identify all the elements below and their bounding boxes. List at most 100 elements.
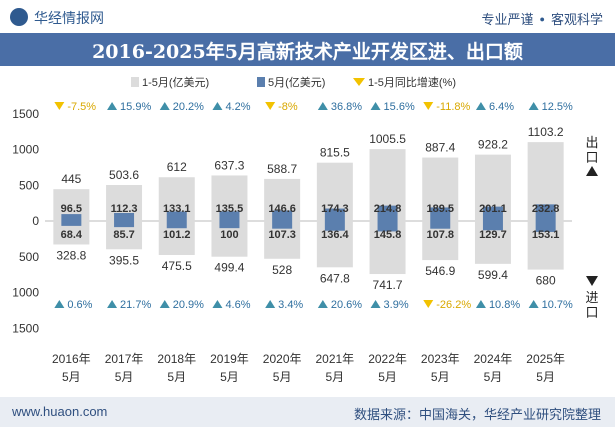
chart: 1-5月(亿美元) 5月(亿美元) 1-5月同比增速(%) 1500 1000 500 0 5… [12,75,598,384]
growth-down-icon [54,102,65,110]
x-tick-label-month: 5月 [167,370,186,384]
import-month-bar [166,221,187,229]
x-tick-label-year: 2021年 [315,352,354,366]
export-month-bar [61,214,82,221]
import-cum-label: 395.5 [109,253,139,267]
y-tick-label: 500 [19,178,39,192]
export-month-bar [377,205,398,221]
export-month-bar [272,210,293,221]
import-month-label: 100 [220,229,238,241]
slogan-left: 专业严谨 [481,12,534,27]
growth-up-icon [107,300,118,308]
growth-up-icon [212,102,223,110]
chart-title: 2016-2025年5月高新技术产业开发区进、出口额 [92,41,523,63]
export-arrow-icon [586,166,598,176]
export-month-bar [535,204,556,221]
import-cum-label: 475.5 [162,259,192,273]
bullet-icon: ● [539,14,545,24]
growth-up-icon [370,102,381,110]
export-growth-label: -7.5% [67,101,96,113]
x-tick-label-month: 5月 [115,370,134,384]
import-month-label: 153.1 [532,229,560,241]
export-cum-label: 928.2 [478,138,508,152]
import-month-label: 85.7 [113,229,134,241]
y-tick-label: 1000 [12,286,39,300]
import-cum-label: 499.4 [214,261,244,275]
x-tick-label-year: 2022年 [368,352,407,366]
y-tick-label: 1500 [12,321,39,335]
x-tick-label-year: 2020年 [263,352,302,366]
export-month-label: 146.6 [268,203,296,215]
growth-up-icon [107,102,118,110]
import-growth-label: 21.7% [120,299,151,311]
growth-up-icon [475,300,486,308]
y-tick-label: 1000 [12,143,39,157]
import-growth-label: 20.9% [173,299,204,311]
import-month-bar [114,221,135,228]
import-month-label: 101.2 [163,229,191,241]
import-growth-label: 4.6% [225,299,250,311]
import-month-label: 68.4 [61,229,83,241]
export-month-bar [324,208,345,221]
export-growth-label: 20.2% [173,101,204,113]
growth-up-icon [370,300,381,308]
side-label-import-2: 口 [585,305,598,320]
import-cum-label: 647.8 [320,271,350,285]
legend-month-label: 5月(亿美元) [268,76,325,89]
export-growth-label: 15.9% [120,101,151,113]
growth-up-icon [528,300,539,308]
growth-up-icon [54,300,65,308]
x-tick-label-month: 5月 [536,370,555,384]
y-tick-label: 500 [19,250,39,264]
export-month-label: 232.8 [532,203,560,215]
side-label-export-2: 口 [585,150,598,165]
side-label-import-1: 进 [585,290,598,305]
export-growth-label: 12.5% [542,101,573,113]
export-month-label: 174.3 [321,203,349,215]
import-growth-label: 10.7% [542,299,573,311]
export-month-bar [430,207,451,221]
slogan: 专业严谨 ● 客观科学 [482,9,603,28]
import-month-label: 145.8 [374,229,402,241]
export-cum-label: 588.7 [267,162,297,176]
export-month-label: 135.5 [216,203,244,215]
logo-icon [10,8,28,26]
export-month-label: 112.3 [111,203,138,215]
x-tick-label-month: 5月 [378,370,397,384]
import-growth-label: 3.4% [278,299,303,311]
logo-text: 华经情报网 [34,10,104,26]
import-cum-label: 328.8 [56,249,86,263]
growth-up-icon [159,102,170,110]
legend-month-swatch [257,77,265,87]
x-tick-label-month: 5月 [273,370,292,384]
import-growth-label: 20.6% [331,299,362,311]
growth-up-icon [317,102,328,110]
x-tick-label-month: 5月 [431,370,450,384]
x-tick-label-year: 2025年 [526,352,565,366]
growth-up-icon [475,102,486,110]
export-cum-label: 612 [167,160,187,174]
side-label-export-1: 出 [585,135,598,150]
import-cum-bar [53,221,90,245]
x-tick-label-month: 5月 [220,370,239,384]
top-bar: 华经情报网 专业严谨 ● 客观科学 [0,0,615,33]
import-cum-label: 528 [272,263,292,277]
export-month-bar [482,206,503,221]
legend-cum-label: 1-5月(亿美元) [142,76,209,89]
title-bar: 2016-2025年5月高新技术产业开发区进、出口额 [0,33,615,66]
import-month-label: 107.3 [268,229,296,241]
export-month-label: 214.8 [374,203,402,215]
export-growth-label: -11.8% [436,101,470,113]
x-tick-label-year: 2019年 [210,352,249,366]
x-tick-label-year: 2023年 [421,352,460,366]
import-cum-label: 680 [536,274,556,288]
import-month-bar [61,221,82,226]
export-month-bar [166,211,187,221]
growth-down-icon [423,102,434,110]
x-tick-label-month: 5月 [326,370,345,384]
export-month-label: 133.1 [163,203,191,215]
import-growth-label: -26.2% [436,299,471,311]
import-arrow-icon [586,276,598,286]
import-cum-label: 741.7 [373,278,403,292]
y-tick-label: 0 [32,214,39,228]
